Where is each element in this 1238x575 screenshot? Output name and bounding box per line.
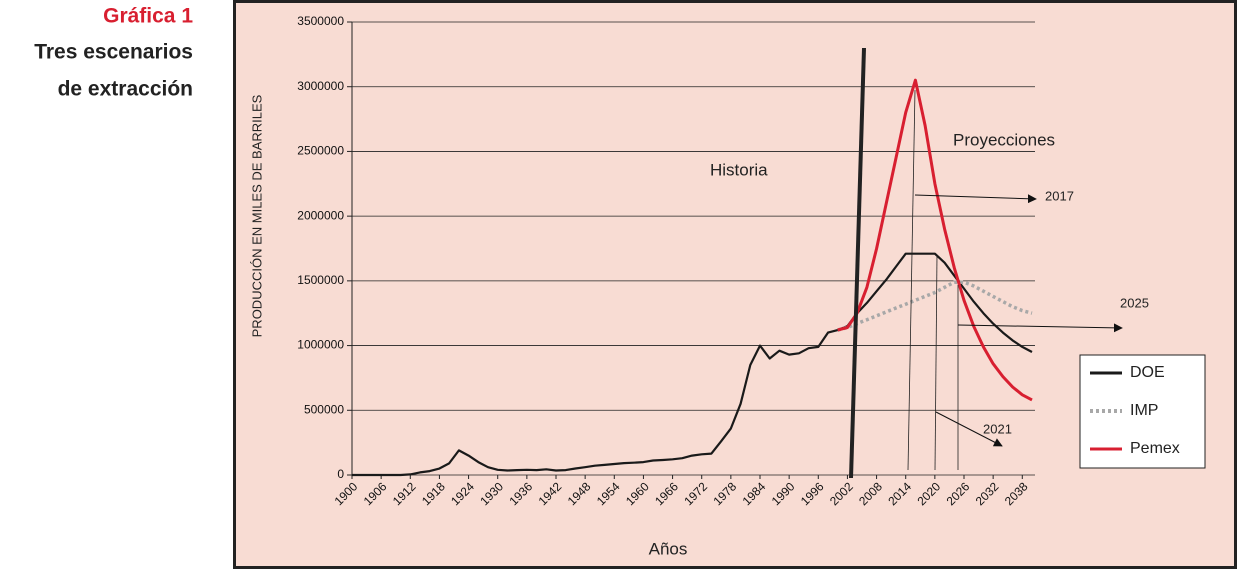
arrow bbox=[914, 194, 1037, 204]
y-tick-label: 0 bbox=[337, 467, 344, 481]
annotation: 2017 bbox=[1045, 188, 1074, 203]
y-tick-label: 2000000 bbox=[297, 208, 344, 222]
series-line bbox=[837, 78, 1033, 402]
annotation: Historia bbox=[710, 160, 768, 179]
legend-label: DOE bbox=[1130, 364, 1165, 381]
series-line bbox=[837, 280, 1033, 332]
annotation: 2025 bbox=[1120, 295, 1149, 310]
divider-line bbox=[849, 47, 866, 479]
chart-title: Tres escenarios bbox=[34, 41, 193, 64]
arrow bbox=[935, 411, 1003, 447]
legend-label: Pemex bbox=[1130, 440, 1180, 457]
y-tick-label: 2500000 bbox=[297, 144, 344, 158]
y-tick-label: 1500000 bbox=[297, 273, 344, 287]
y-tick-label: 500000 bbox=[304, 402, 344, 416]
series-line bbox=[352, 252, 1033, 477]
annotation: 2021 bbox=[983, 421, 1012, 436]
guide-line bbox=[934, 254, 938, 471]
legend-label: IMP bbox=[1130, 402, 1158, 419]
chart-title: de extracción bbox=[58, 78, 193, 101]
y-axis-label: PRODUCCIÓN EN MILES DE BARRILES bbox=[249, 94, 264, 337]
y-tick-label: 1000000 bbox=[297, 338, 344, 352]
annotation: Proyecciones bbox=[953, 130, 1055, 149]
chart-frame bbox=[233, 0, 1237, 569]
guide-line bbox=[907, 89, 916, 471]
arrow bbox=[957, 323, 1123, 333]
y-tick-label: 3500000 bbox=[297, 14, 344, 28]
y-tick-label: 3000000 bbox=[297, 79, 344, 93]
side-title: Gráfica 1 bbox=[103, 5, 193, 28]
x-axis-label: Años bbox=[649, 539, 688, 558]
